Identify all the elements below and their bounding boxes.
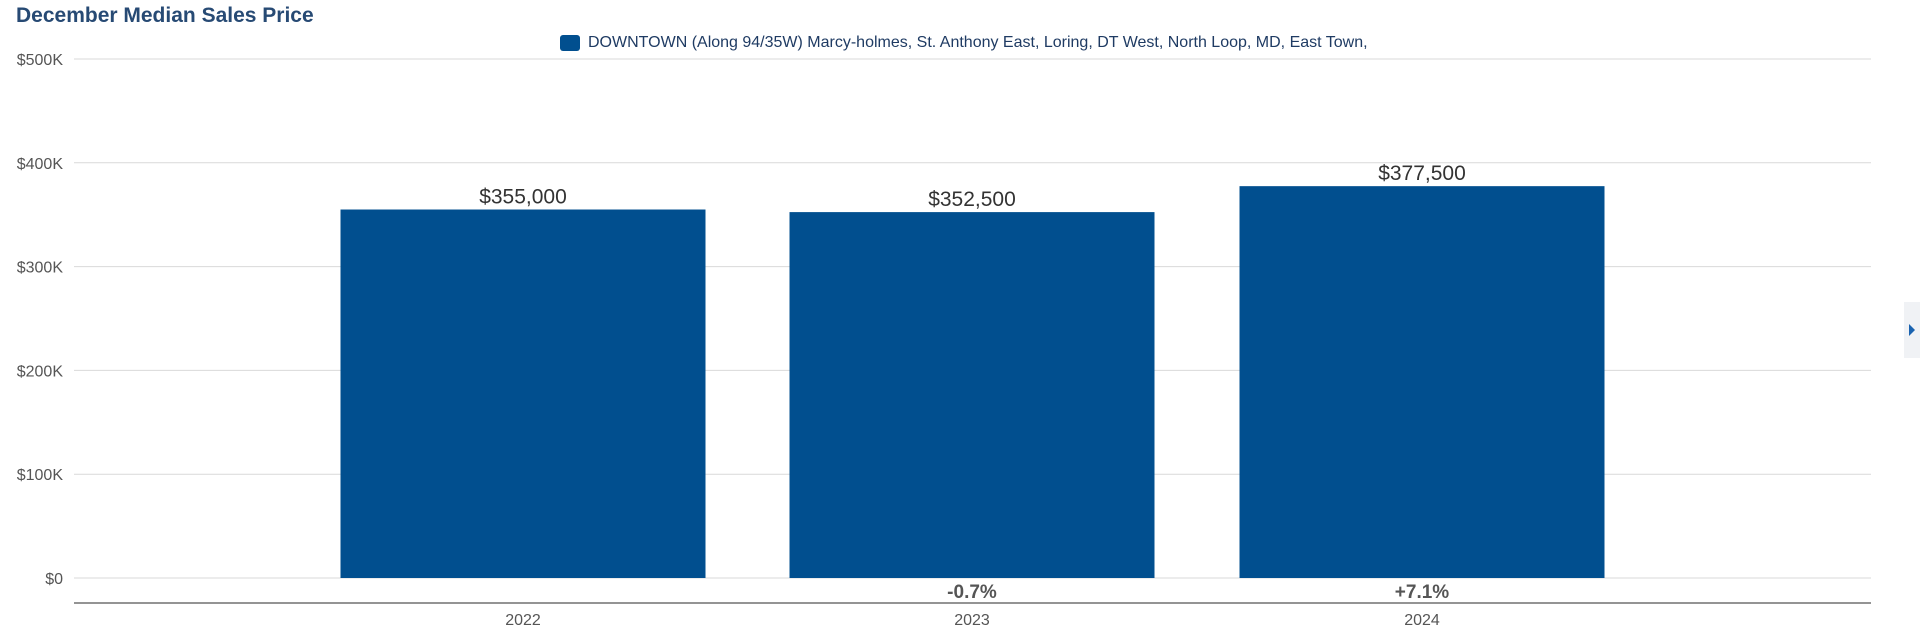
chart-title: December Median Sales Price [16,4,314,27]
y-tick-label: $0 [45,571,63,588]
x-tick-label: 2023 [954,612,990,629]
x-tick-label: 2024 [1404,612,1440,629]
bar-value-label: $377,500 [1378,162,1466,185]
legend-swatch [560,35,580,51]
bar [789,212,1155,579]
y-tick-label: $500K [17,52,64,69]
y-tick-label: $400K [17,156,64,173]
change-label: -0.7% [947,582,997,603]
caret-right-icon [1909,324,1915,336]
legend-item[interactable]: DOWNTOWN (Along 94/35W) Marcy-holmes, St… [560,32,1368,54]
y-tick-label: $300K [17,260,64,277]
bar [340,209,706,578]
legend-label: DOWNTOWN (Along 94/35W) Marcy-holmes, St… [588,34,1368,51]
chart-scroll-tab[interactable] [1904,302,1920,358]
y-tick-label: $200K [17,363,64,380]
change-label: +7.1% [1395,582,1450,603]
bar [1239,186,1605,578]
bar-value-label: $355,000 [479,186,567,209]
bar-value-label: $352,500 [928,188,1016,211]
y-tick-label: $100K [17,467,64,484]
x-tick-label: 2022 [505,612,541,629]
